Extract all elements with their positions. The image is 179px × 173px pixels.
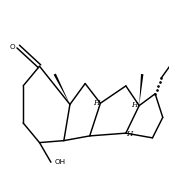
Text: O: O <box>10 44 15 49</box>
Text: H: H <box>126 130 133 138</box>
Text: OH: OH <box>54 159 65 165</box>
Polygon shape <box>54 74 70 104</box>
Text: H: H <box>132 101 138 109</box>
Text: H: H <box>93 99 99 107</box>
Polygon shape <box>139 74 143 106</box>
